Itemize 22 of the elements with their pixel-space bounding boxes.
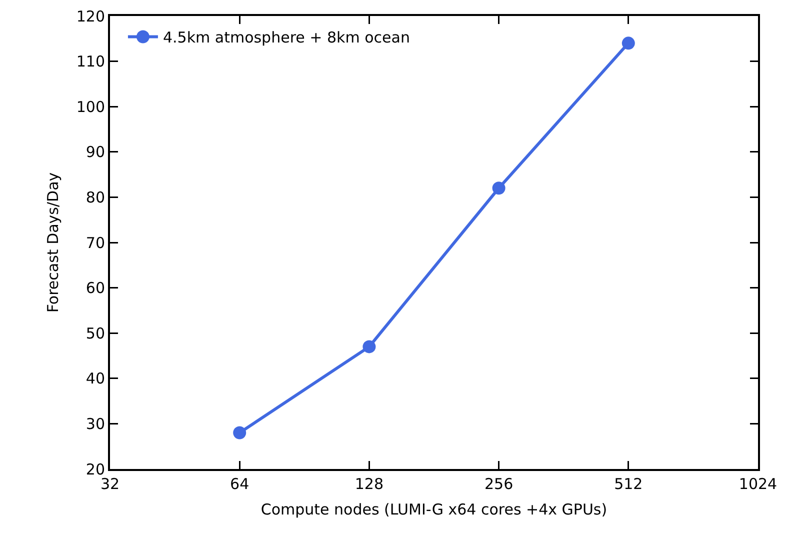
x-tick-label: 128 [354,475,384,493]
y-tick-label: 100 [76,98,105,116]
y-tick-label: 90 [86,143,105,162]
y-tick-label: 70 [86,234,105,252]
y-tick-label: 80 [86,188,105,206]
y-tick-label: 120 [76,7,105,26]
x-tick-label: 512 [614,475,643,493]
x-tick-label: 64 [230,475,250,493]
point [233,426,246,440]
y-tick-label: 60 [86,279,105,298]
x-axis-title: Compute nodes (LUMI-G x64 cores +4x GPUs) [260,500,608,518]
x-tick-label: 256 [484,475,514,493]
point [492,182,506,195]
y-tick-label: 50 [86,324,105,342]
x-tick-label: 1024 [738,475,778,493]
point [622,36,635,50]
legend-label: 4.5km atmosphere + 8km ocean [162,28,410,47]
point [362,340,376,354]
y-tick-label: 110 [76,52,105,71]
y-axis-title: Forecast Days/Day [44,172,62,313]
y-tick-label: 40 [86,370,105,388]
y-tick-label: 30 [86,414,105,433]
